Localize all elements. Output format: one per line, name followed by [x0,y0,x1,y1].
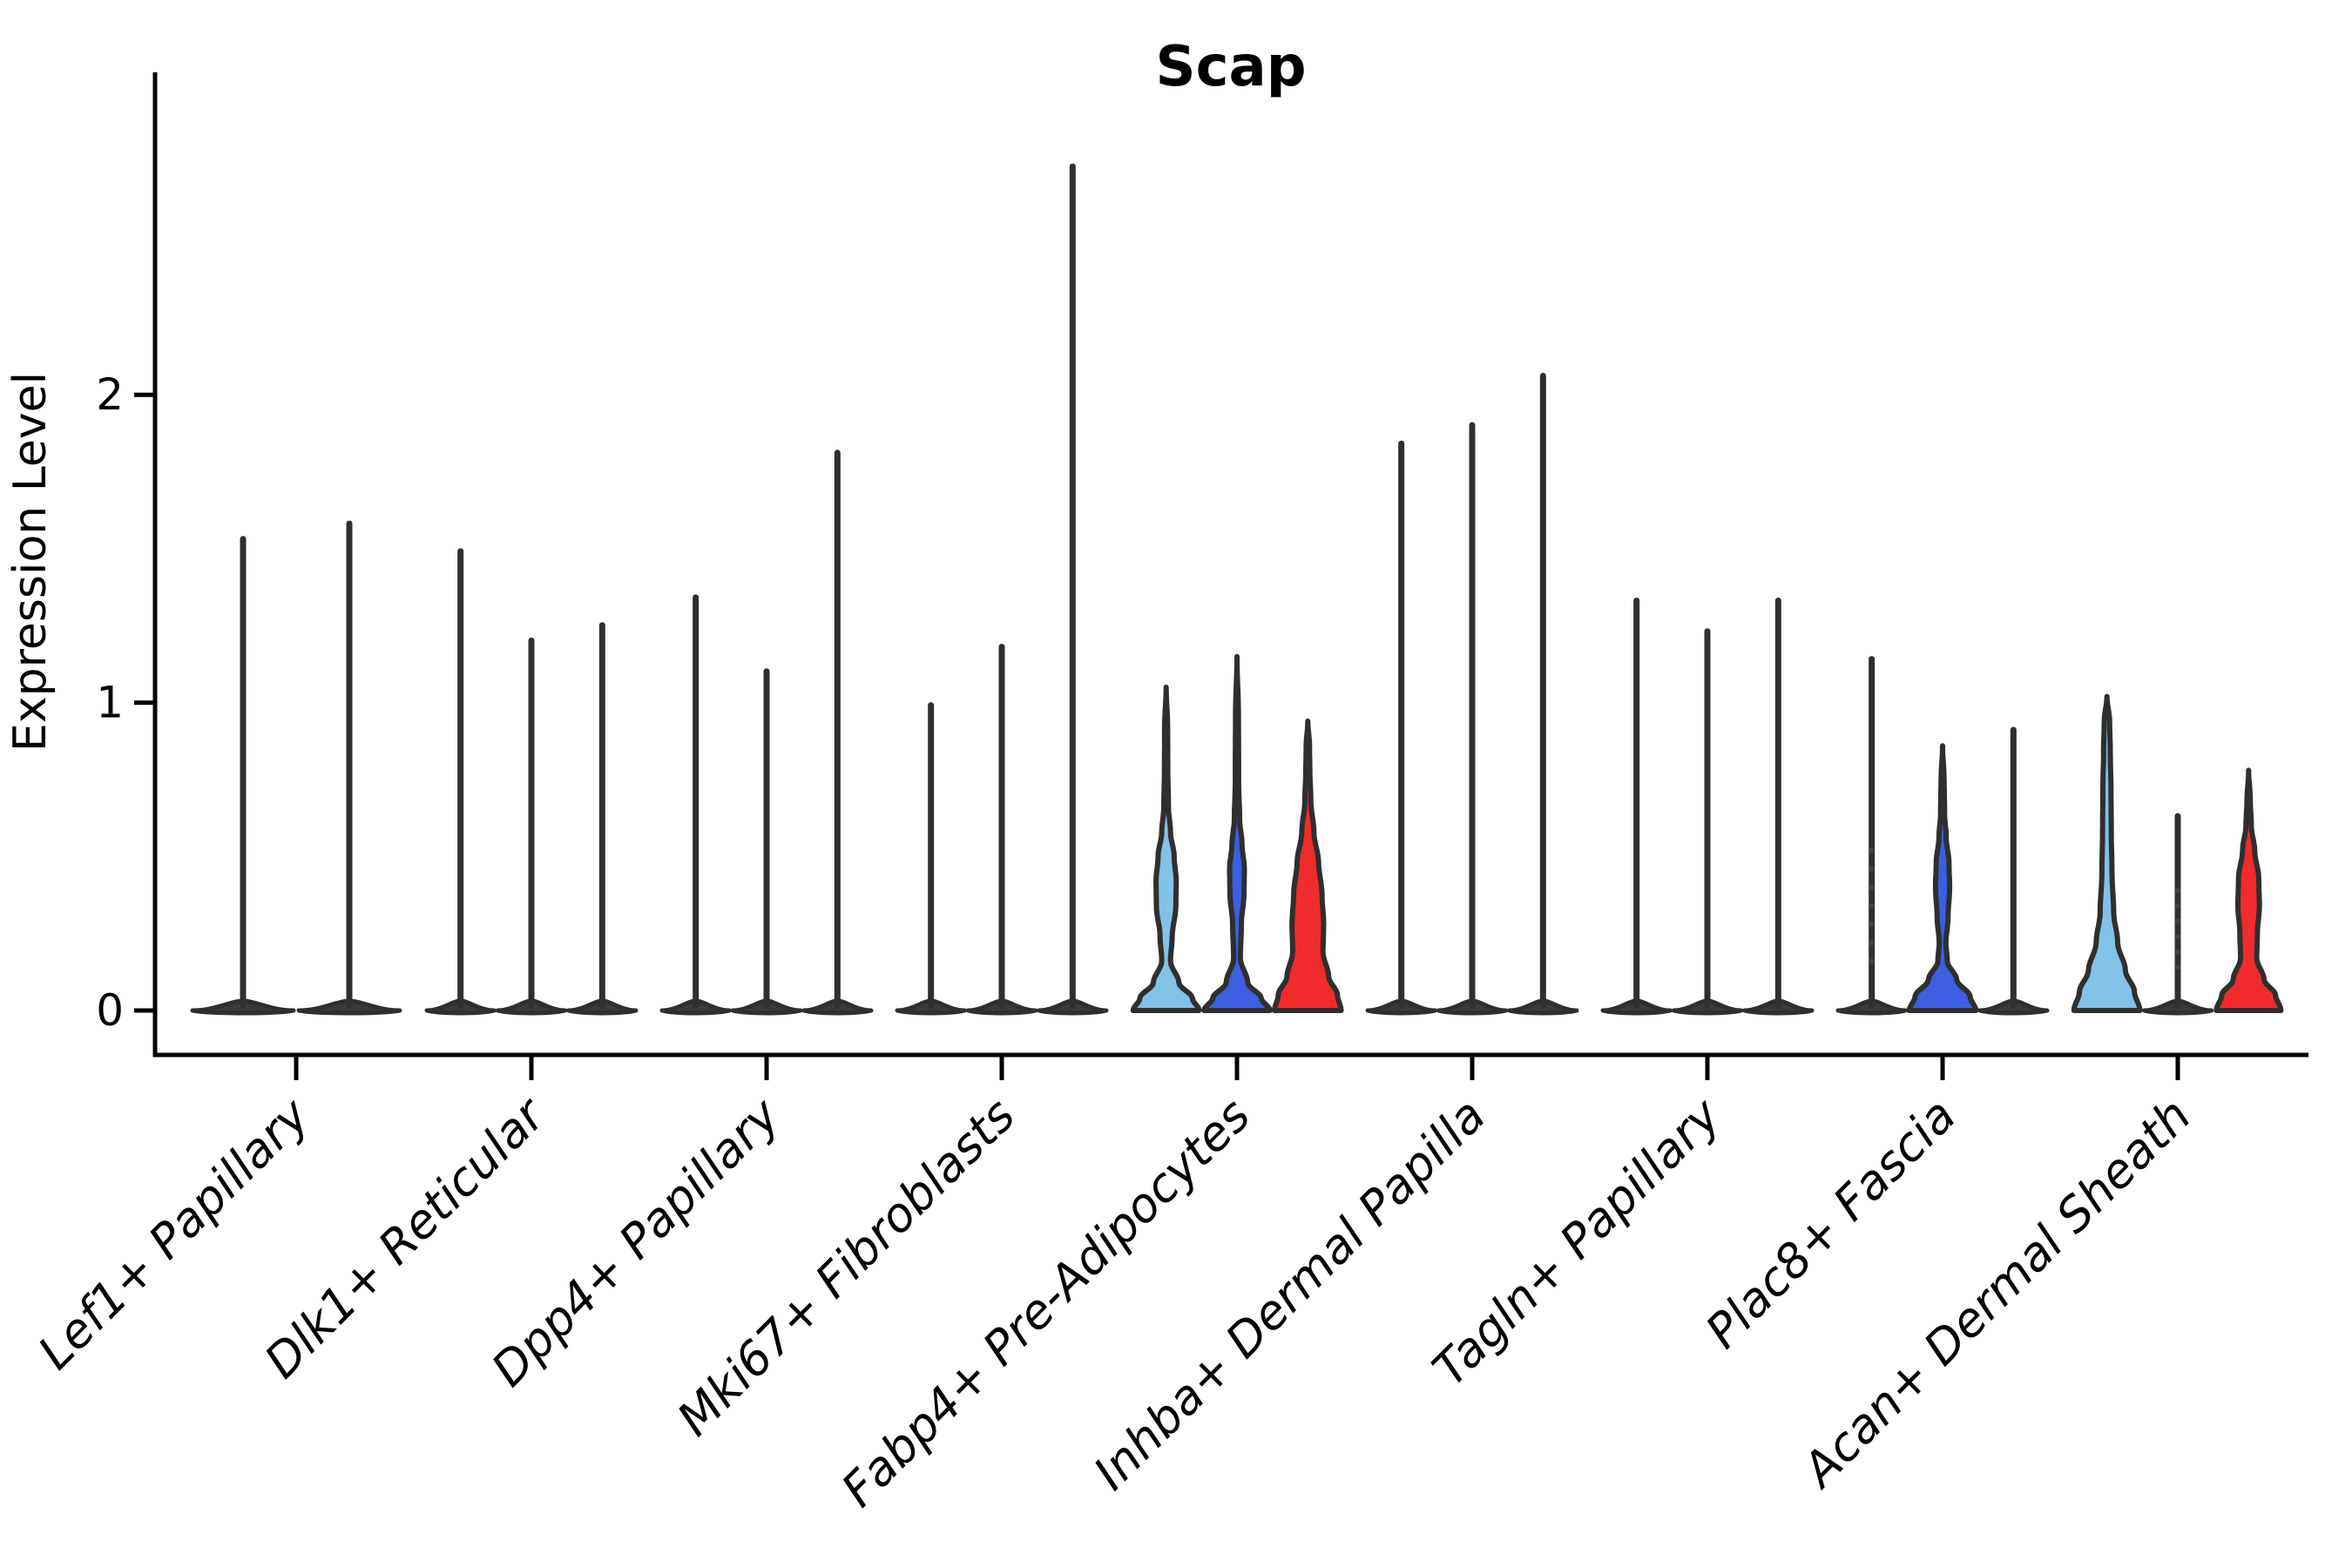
violin-group: Fabp4+ Pre-Adipocytes [831,653,1344,1517]
violin-body [2071,693,2143,1013]
jitter-dot [1869,940,1875,946]
jitter-dot [1869,866,1875,872]
jitter-dot [1869,958,1875,964]
jitter-dot [2174,902,2181,909]
violin-group: Dpp4+ Papillary [481,449,874,1397]
y-tick-label: 0 [96,985,124,1036]
jitter-dot [1869,902,1875,909]
violin-body [1130,684,1202,1013]
chart-title: Scap [1155,35,1306,99]
x-tick-label: Inhba+ Dermal Papilla [1083,1088,1496,1501]
jitter-dot [1869,884,1875,890]
jitter-dot [2174,964,2181,970]
jitter-dot [2174,949,2181,955]
jitter-dot [2174,918,2181,924]
y-tick-label: 2 [96,369,124,420]
violin-group: Acan+ Dermal Sheath [1790,693,2284,1499]
violin-body [1272,718,1344,1013]
violin-body [1906,743,1979,1013]
x-tick-label: Plac8+ Fascia [1695,1088,1966,1359]
violin-group: Mki67+ Fibroblasts [666,163,1109,1446]
x-tick-label: Fabp4+ Pre-Adipocytes [831,1088,1260,1517]
violin-group: Lef1+ Papillary [28,520,402,1380]
jitter-dot [1869,921,1875,928]
jitter-dot [2174,934,2181,940]
y-axis-title: Expression Level [4,372,57,752]
x-tick-label: Acan+ Dermal Sheath [1790,1088,2201,1499]
jitter-dot [1869,848,1875,854]
y-tick-label: 1 [96,678,124,728]
violin-body [1201,653,1273,1013]
violin-body [2213,767,2284,1013]
jitter-dot [2174,888,2181,894]
